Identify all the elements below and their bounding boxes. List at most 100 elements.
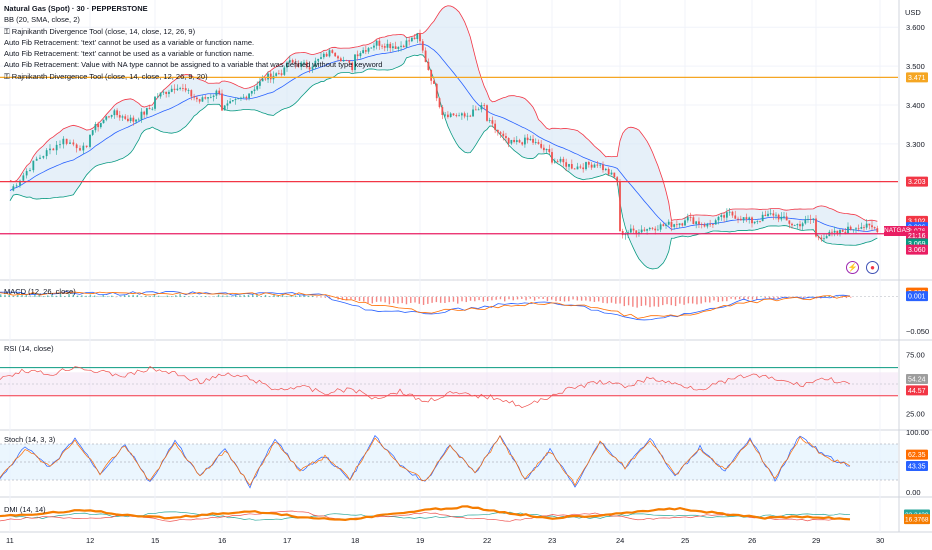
candle-body — [499, 132, 502, 134]
macd-histogram-bar — [533, 296, 536, 301]
macd-histogram-bar — [222, 295, 224, 298]
price-tag — [906, 244, 928, 255]
macd-histogram-bar — [717, 296, 719, 302]
candle-body — [562, 158, 565, 163]
macd-histogram-bar — [123, 294, 126, 298]
price-tick-label: 3.600 — [906, 23, 925, 32]
candle-body — [143, 111, 146, 115]
candle-body — [759, 220, 761, 222]
candle-body — [82, 145, 85, 151]
candle-body — [648, 227, 651, 230]
candle-body — [308, 67, 311, 70]
candle-body — [833, 230, 836, 233]
candle-body — [245, 96, 248, 99]
candle-body — [45, 150, 48, 157]
legend-line-fib-error-3[interactable]: Auto Fib Retracement: Value with NA type… — [4, 60, 383, 70]
time-tick-label: 16 — [218, 536, 226, 545]
candle-body — [444, 114, 447, 116]
macd-histogram-bar — [132, 294, 134, 298]
macd-histogram-bar — [363, 296, 365, 302]
macd-histogram-bar — [179, 294, 181, 298]
macd-histogram-bar — [580, 296, 583, 301]
macd-histogram-bar — [461, 296, 463, 302]
legend-line-bb[interactable]: BB (20, SMA, close, 2) — [4, 15, 80, 25]
macd-histogram-bar — [401, 296, 403, 304]
macd-histogram-bar — [730, 296, 732, 299]
candle-body — [728, 211, 731, 213]
dmi-pane-title[interactable]: DMI (14, 14) — [4, 505, 46, 514]
candle-body — [585, 162, 587, 170]
legend-line-divergence-2[interactable]: ⚿ Rajnikanth Divergence Tool (close, 14,… — [4, 71, 208, 81]
candle-body — [751, 217, 753, 224]
candle-body — [777, 214, 780, 220]
candle-body — [675, 224, 678, 226]
macd-histogram-bar — [644, 296, 647, 306]
candle-body — [783, 216, 785, 218]
macd-histogram-bar — [234, 294, 237, 298]
candle-body — [91, 130, 94, 135]
candle-body — [849, 226, 852, 230]
rsi-pane-title[interactable]: RSI (14, close) — [4, 344, 54, 353]
candle-body — [89, 134, 91, 147]
price-tag-label: 21:16 — [908, 233, 926, 240]
candle-body — [576, 166, 579, 170]
macd-histogram-bar — [294, 295, 297, 298]
candle-body — [610, 172, 613, 175]
candle-body — [223, 105, 226, 111]
macd-histogram-bar — [29, 296, 32, 298]
candle-body — [534, 142, 537, 143]
legend-line-fib-error-1[interactable]: Auto Fib Retracement: 'text' cannot be u… — [4, 37, 255, 47]
macd-histogram-bar — [273, 294, 275, 298]
candle-body — [486, 105, 488, 121]
candle-body — [565, 162, 568, 167]
macd-histogram-bar — [824, 295, 826, 298]
candle-body — [15, 185, 18, 187]
candle-body — [325, 53, 328, 57]
candle-body — [237, 98, 240, 100]
candle-body — [545, 148, 548, 151]
macd-histogram-bar — [538, 296, 540, 299]
price-tick-label: 3.500 — [906, 62, 925, 71]
candle-body — [277, 73, 280, 75]
macd-histogram-bar — [542, 296, 544, 300]
candle-body — [700, 224, 703, 225]
macd-histogram-bar — [691, 296, 694, 304]
candle-body — [408, 40, 411, 42]
macd-histogram-bar — [486, 296, 489, 301]
macd-histogram-bar — [649, 296, 651, 308]
candle-body — [317, 58, 320, 61]
candle-body — [151, 108, 154, 110]
chart-legend: Natural Gas (Spot) · 30 · PEPPERSTONE BB… — [4, 3, 382, 82]
flag-icon[interactable]: ● — [866, 261, 879, 274]
macd-pane-title[interactable]: MACD (12, 26, close) — [4, 287, 76, 296]
macd-histogram-bar — [59, 294, 62, 298]
legend-line-fib-error-2[interactable]: Auto Fib Retracement: 'text' cannot be u… — [4, 49, 255, 59]
candle-body — [599, 164, 602, 166]
candle-body — [69, 142, 71, 144]
macd-histogram-bar — [508, 296, 510, 300]
candle-body — [300, 62, 303, 67]
candle-body — [731, 211, 734, 216]
candle-body — [413, 37, 416, 40]
candle-body — [643, 229, 646, 231]
macd-histogram-bar — [662, 296, 664, 306]
candle-body — [269, 73, 272, 80]
macd-histogram-bar — [773, 296, 775, 299]
candle-body — [507, 138, 510, 144]
candle-body — [261, 78, 264, 82]
lightning-icon[interactable]: ⚡ — [846, 261, 859, 274]
macd-histogram-bar — [17, 294, 19, 298]
candle-body — [305, 62, 308, 68]
stoch-value-tag-label: 43.35 — [908, 463, 926, 470]
macd-histogram-bar — [636, 296, 638, 308]
candle-body — [725, 212, 728, 218]
rsi-value-tag — [906, 385, 928, 396]
candle-body — [852, 229, 855, 231]
stoch-pane-title[interactable]: Stoch (14, 3, 3) — [4, 435, 56, 444]
legend-line-divergence[interactable]: ⚿ Rajnikanth Divergence Tool (close, 14,… — [4, 26, 196, 36]
macd-histogram-bar — [559, 296, 561, 302]
candle-body — [234, 99, 237, 101]
candle-body — [204, 97, 207, 99]
candle-body — [480, 105, 483, 110]
